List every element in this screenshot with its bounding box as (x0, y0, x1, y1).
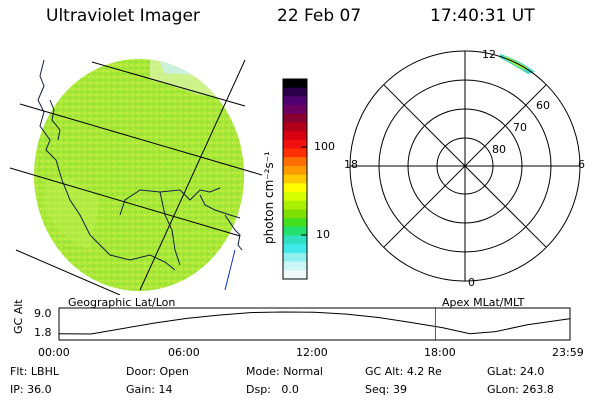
colorbar-swatch (283, 113, 307, 123)
polar-label: Apex MLat/MLT (442, 296, 525, 309)
lat-label-60: 60 (536, 99, 550, 112)
info-mode: Mode: Normal (246, 365, 323, 378)
lat-label-80: 80 (492, 143, 506, 156)
time-label: 17:40:31 UT (430, 6, 535, 26)
timeline-xtick-2359: 23:59 (552, 346, 584, 359)
colorbar-swatch (283, 192, 307, 202)
info-dsp: Dsp: 0.0 (246, 383, 299, 396)
timeline-ytick-9: 9.0 (34, 307, 52, 320)
colorbar-swatch (283, 139, 307, 150)
colorbar-swatch (283, 244, 307, 254)
polar-plot (349, 50, 581, 282)
info-gain: Gain: 14 (126, 383, 173, 396)
geographic-label: Geographic Lat/Lon (68, 296, 176, 309)
info-seq: Seq: 39 (365, 383, 407, 396)
colorbar-swatch (283, 183, 307, 193)
colorbar-swatch (283, 200, 307, 210)
mlt-label-18: 18 (344, 158, 358, 171)
altitude-curve (58, 311, 570, 335)
mlt-label-0: 0 (468, 276, 475, 289)
colorbar-swatch (283, 165, 307, 176)
colorbar-swatch (283, 157, 307, 167)
mlt-label-12: 12 (482, 48, 496, 61)
colorbar-swatch (283, 87, 307, 97)
altitude-timeline (58, 307, 571, 341)
colorbar-unit-label: photon cm⁻²s⁻¹ (262, 151, 276, 244)
timeline-xtick-0000: 00:00 (38, 346, 70, 359)
timeline-ylabel: GC Alt (12, 299, 25, 334)
lat-label-70: 70 (513, 121, 527, 134)
colorbar-swatch (283, 235, 307, 245)
colorbar-swatch (283, 131, 307, 141)
colorbar-swatch (283, 209, 307, 219)
date-label: 22 Feb 07 (277, 6, 362, 26)
timeline-xtick-1200: 12:00 (296, 346, 328, 359)
info-flt: Flt: LBHL (10, 365, 59, 378)
info-door: Door: Open (126, 365, 189, 378)
timeline-xtick-1800: 18:00 (424, 346, 456, 359)
timeline-ytick-1.8: 1.8 (34, 326, 52, 339)
colorbar (282, 78, 308, 280)
info-glon: GLon: 263.8 (487, 383, 554, 396)
colorbar-tick-10: 10 (316, 228, 330, 241)
geographic-image (9, 59, 262, 295)
colorbar-tick-100: 100 (314, 140, 335, 153)
colorbar-swatch (283, 122, 307, 132)
info-ip: IP: 36.0 (10, 383, 52, 396)
instrument-title: Ultraviolet Imager (46, 6, 200, 26)
colorbar-swatch (283, 252, 307, 263)
mlt-label-6: 6 (578, 158, 585, 171)
colorbar-swatch (283, 96, 307, 106)
info-glat: GLat: 24.0 (487, 365, 545, 378)
colorbar-swatch (283, 270, 307, 280)
colorbar-swatch (283, 105, 307, 115)
colorbar-swatch (283, 261, 307, 271)
colorbar-swatch (283, 226, 307, 237)
colorbar-swatch (283, 148, 307, 158)
info-gc-alt: GC Alt: 4.2 Re (365, 365, 442, 378)
timeline-xtick-0600: 06:00 (168, 346, 200, 359)
colorbar-swatch (283, 174, 307, 184)
colorbar-swatch (283, 218, 307, 228)
colorbar-swatch (283, 79, 307, 89)
